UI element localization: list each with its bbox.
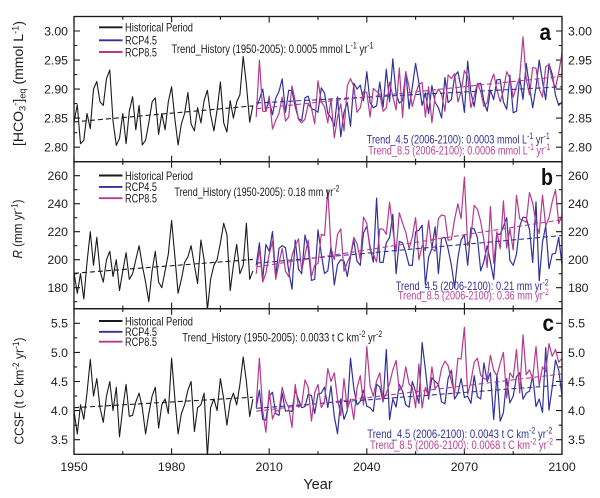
svg-text:2100: 2100	[548, 460, 576, 474]
svg-text:4.0: 4.0	[51, 404, 68, 418]
svg-text:Historical Period: Historical Period	[125, 21, 193, 35]
svg-text:2.85: 2.85	[568, 112, 592, 126]
svg-text:R (mm yr-1​): R (mm yr-1​)	[10, 200, 26, 259]
svg-text:[HCO3​-​]eq​ (mmol L-1​): [HCO3​-​]eq​ (mmol L-1​)	[11, 21, 28, 146]
svg-text:Trend_8.5 (2006-2100): 0.36 mm: Trend_8.5 (2006-2100): 0.36 mm yr-2	[398, 287, 549, 303]
svg-text:260: 260	[47, 169, 68, 183]
svg-text:3.00: 3.00	[44, 24, 68, 38]
svg-text:2070: 2070	[451, 460, 479, 474]
svg-text:2.95: 2.95	[44, 54, 68, 68]
svg-text:RCP8.5: RCP8.5	[125, 335, 157, 349]
svg-text:4.5: 4.5	[568, 375, 585, 389]
svg-text:180: 180	[47, 281, 68, 295]
svg-text:5.5: 5.5	[568, 317, 585, 331]
svg-text:1980: 1980	[158, 460, 186, 474]
svg-text:2.90: 2.90	[44, 83, 68, 97]
svg-text:5.0: 5.0	[51, 346, 68, 360]
svg-text:220: 220	[568, 225, 589, 239]
svg-text:200: 200	[47, 253, 68, 267]
svg-text:RCP4.5: RCP4.5	[125, 180, 157, 194]
svg-text:3.5: 3.5	[568, 433, 585, 447]
svg-text:Trend_8.5 (2006-2100): 0.0068: Trend_8.5 (2006-2100): 0.0068 t C km-2​ …	[370, 437, 553, 453]
svg-text:RCP8.5: RCP8.5	[125, 192, 157, 206]
svg-text:2010: 2010	[256, 460, 284, 474]
svg-text:CCSF (t C km-2​ yr-1​): CCSF (t C km-2​ yr-1​)	[11, 338, 27, 445]
svg-text:Trend_8.5 (2006-2100): 0.0006: Trend_8.5 (2006-2100): 0.0006 mmol L-1​ …	[368, 142, 550, 158]
svg-text:Trend_History (1950-2005): 0.1: Trend_History (1950-2005): 0.18 mm yr-2	[174, 183, 339, 199]
svg-text:5.5: 5.5	[51, 317, 68, 331]
svg-text:Trend_4.5 (2006-2100): 0.21 mm: Trend_4.5 (2006-2100): 0.21 mm yr-2	[396, 277, 549, 293]
svg-text:2040: 2040	[353, 460, 381, 474]
svg-text:Year: Year	[303, 477, 332, 493]
svg-text:200: 200	[568, 253, 589, 267]
svg-text:Trend_History (1950-2005): 0.0: Trend_History (1950-2005): 0.0033 t C km…	[182, 329, 382, 345]
svg-text:Historical Period: Historical Period	[125, 314, 193, 328]
svg-text:2.80: 2.80	[568, 141, 592, 155]
svg-text:5.0: 5.0	[568, 346, 585, 360]
svg-text:RCP8.5: RCP8.5	[125, 45, 157, 59]
svg-text:3.5: 3.5	[51, 433, 68, 447]
svg-text:Trend_4.5 (2006-2100): 0.0043: Trend_4.5 (2006-2100): 0.0043 t C km-2​ …	[367, 426, 552, 442]
svg-text:c: c	[543, 310, 555, 336]
svg-text:RCP4.5: RCP4.5	[125, 325, 157, 339]
svg-text:Trend_4.5 (2006-2100): 0.0003: Trend_4.5 (2006-2100): 0.0003 mmol L-1​ …	[367, 131, 550, 147]
svg-text:260: 260	[568, 169, 589, 183]
svg-text:240: 240	[47, 197, 68, 211]
svg-text:b: b	[541, 164, 553, 190]
svg-text:2.90: 2.90	[568, 83, 592, 97]
svg-text:4.5: 4.5	[51, 375, 68, 389]
svg-text:180: 180	[568, 281, 589, 295]
svg-text:240: 240	[568, 197, 589, 211]
svg-text:2.85: 2.85	[44, 112, 68, 126]
svg-text:220: 220	[47, 225, 68, 239]
svg-text:RCP4.5: RCP4.5	[125, 34, 157, 48]
svg-text:Trend_History (1950-2005): 0.0: Trend_History (1950-2005): 0.0005 mmol L…	[172, 41, 374, 57]
svg-text:Historical Period: Historical Period	[125, 169, 193, 183]
svg-text:a: a	[540, 19, 552, 45]
svg-text:3.00: 3.00	[568, 24, 592, 38]
svg-text:1950: 1950	[60, 460, 88, 474]
svg-text:2.95: 2.95	[568, 54, 592, 68]
svg-text:2.80: 2.80	[44, 141, 68, 155]
svg-text:4.0: 4.0	[568, 404, 585, 418]
